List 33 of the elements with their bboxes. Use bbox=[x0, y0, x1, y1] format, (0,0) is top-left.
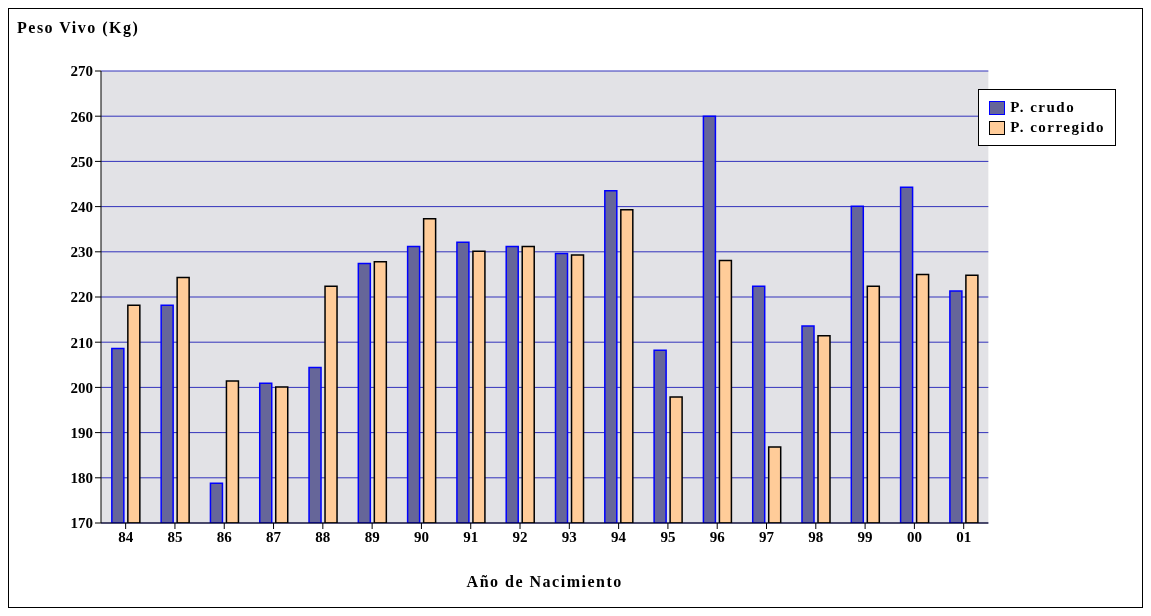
y-tick-label: 220 bbox=[70, 289, 93, 306]
x-tick-label: 87 bbox=[266, 528, 282, 545]
x-axis-title: Año de Nacimiento bbox=[466, 573, 623, 590]
x-tick-label: 90 bbox=[413, 528, 429, 545]
y-tick-label: 200 bbox=[70, 379, 93, 396]
x-tick-label: 89 bbox=[364, 528, 380, 545]
x-tick-label: 00 bbox=[906, 528, 922, 545]
x-tick-label: 95 bbox=[660, 528, 676, 545]
x-tick-label: 92 bbox=[512, 528, 528, 545]
y-tick-label: 210 bbox=[70, 334, 93, 351]
y-tick-label: 270 bbox=[70, 63, 93, 80]
y-tick-label: 180 bbox=[70, 470, 93, 487]
y-tick-label: 250 bbox=[70, 153, 93, 170]
x-tick-label: 94 bbox=[611, 528, 627, 545]
y-tick-label: 230 bbox=[70, 244, 93, 261]
x-tick-label: 96 bbox=[709, 528, 726, 545]
x-tick-label: 91 bbox=[463, 528, 479, 545]
legend-label: P. crudo bbox=[1010, 99, 1076, 116]
x-tick-label: 85 bbox=[167, 528, 183, 545]
x-tick-label: 84 bbox=[118, 528, 134, 545]
y-tick-label: 190 bbox=[70, 424, 93, 441]
x-tick-label: 88 bbox=[315, 528, 331, 545]
legend-label: P. corregido bbox=[1010, 119, 1105, 136]
x-tick-label: 93 bbox=[561, 528, 577, 545]
y-tick-label: 260 bbox=[70, 108, 93, 125]
y-axis-title: Peso Vivo (Kg) bbox=[17, 19, 140, 37]
y-tick-label: 170 bbox=[70, 515, 93, 532]
x-tick-label: 86 bbox=[216, 528, 233, 545]
x-tick-label: 97 bbox=[759, 528, 775, 545]
x-tick-label: 99 bbox=[857, 528, 873, 545]
x-tick-label: 98 bbox=[808, 528, 824, 545]
x-tick-label: 01 bbox=[956, 528, 972, 545]
y-tick-label: 240 bbox=[70, 198, 93, 215]
